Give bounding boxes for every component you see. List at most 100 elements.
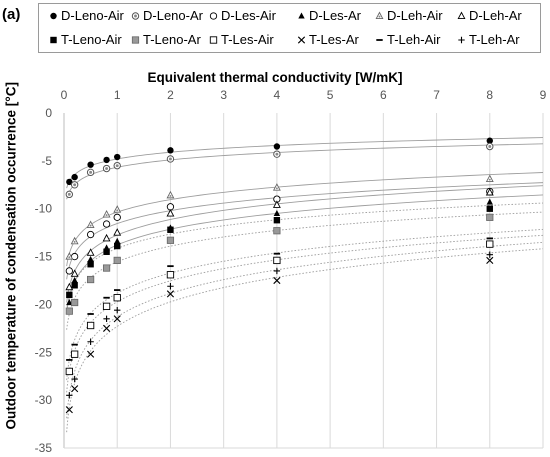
data-point	[486, 251, 493, 258]
marker-dotted-circle	[131, 12, 140, 20]
data-point	[86, 220, 95, 228]
data-point	[273, 209, 281, 217]
data-point	[114, 237, 121, 244]
series-T-Leno-Air	[66, 205, 493, 299]
legend-label: T-Les-Air	[221, 32, 274, 47]
legend-marker-icon	[209, 35, 218, 45]
data-point	[102, 302, 111, 310]
marker-cross	[297, 36, 306, 44]
data-point	[86, 321, 95, 330]
data-point	[166, 271, 175, 279]
legend-item: D-Leh-Ar	[457, 8, 522, 24]
marker-open-triangle	[457, 11, 466, 20]
data-point	[166, 236, 175, 244]
marker-open-square	[209, 36, 218, 44]
data-point	[103, 248, 110, 255]
data-point	[167, 226, 174, 233]
data-points	[65, 137, 494, 414]
x-tick-label: 0	[61, 88, 68, 102]
data-point	[87, 261, 94, 268]
legend-item: D-Les-Ar	[297, 8, 361, 24]
series-T-Leno-Ar	[65, 213, 494, 315]
legend-marker-icon	[131, 11, 140, 21]
data-point	[114, 242, 121, 250]
data-point	[486, 240, 494, 248]
legend-item: T-Leh-Ar	[457, 32, 520, 48]
legend-label: T-Leh-Air	[387, 32, 441, 47]
data-point	[65, 307, 73, 315]
legend-marker-icon	[375, 35, 384, 45]
data-point	[66, 291, 73, 299]
data-point	[167, 147, 174, 154]
legend-item: D-Leno-Air	[49, 8, 124, 24]
trendline-D-Leh-Air	[66, 172, 543, 267]
data-point	[102, 164, 111, 173]
y-tick-label: 0	[45, 106, 52, 120]
data-point	[87, 275, 95, 284]
legend-label: D-Leh-Ar	[469, 8, 522, 23]
data-point	[485, 174, 494, 183]
data-point	[113, 315, 121, 323]
data-point	[273, 256, 281, 265]
data-point	[273, 276, 281, 285]
data-point	[103, 315, 110, 322]
y-tick-label: -15	[35, 250, 53, 264]
marker-filled-circle	[50, 12, 57, 20]
legend-marker-icon	[375, 11, 384, 21]
trendline-D-Leno-Ar	[66, 143, 543, 200]
legend: D-Leno-Air D-Leno-Ar D-Les-Air D-Les-Ar D-Le…	[38, 3, 541, 53]
y-tick-label: -5	[41, 154, 52, 168]
data-point	[70, 269, 79, 277]
legend-label: D-Les-Air	[221, 8, 276, 23]
legend-item: D-Les-Air	[209, 8, 276, 24]
data-point	[166, 190, 175, 199]
panel-label: (a)	[2, 6, 21, 23]
data-point	[66, 392, 73, 399]
y-tick-label: -10	[35, 202, 53, 216]
data-point	[273, 217, 281, 224]
data-point	[272, 183, 281, 191]
series-D-Leh-Air	[65, 174, 494, 260]
data-point	[486, 205, 493, 212]
data-point	[114, 306, 121, 314]
x-tick-label: 5	[327, 88, 334, 102]
data-point	[166, 290, 175, 298]
data-point	[66, 178, 73, 186]
data-point	[486, 198, 493, 205]
data-point	[70, 350, 79, 358]
data-point	[65, 190, 74, 199]
marker-dotted-square	[131, 36, 140, 44]
data-point	[486, 213, 494, 221]
legend-label: T-Les-Ar	[309, 32, 359, 47]
data-point	[103, 156, 110, 164]
y-tick-label: -25	[35, 345, 53, 359]
legend-label: D-Leno-Air	[61, 8, 124, 23]
data-point	[87, 350, 95, 358]
marker-dotted-triangle	[375, 11, 384, 20]
legend-item: D-Leh-Air	[375, 8, 443, 24]
legend-label: D-Leno-Ar	[143, 8, 203, 23]
x-tick-label: 7	[433, 88, 440, 102]
data-point	[65, 367, 73, 376]
series-D-Les-Air	[65, 187, 494, 275]
x-tick-label: 1	[114, 88, 121, 102]
data-point	[486, 137, 493, 144]
data-point	[113, 205, 122, 213]
series-T-Les-Ar	[65, 256, 494, 414]
data-point	[86, 230, 95, 239]
legend-label: D-Les-Ar	[309, 8, 362, 23]
data-point	[71, 298, 79, 307]
legend-item: T-Les-Air	[209, 32, 274, 48]
trendlines	[66, 137, 543, 433]
data-point	[87, 255, 94, 263]
data-point	[65, 406, 73, 414]
data-point	[273, 150, 281, 158]
data-point	[71, 282, 78, 289]
series-T-Leh-Ar	[66, 251, 493, 399]
legend-item: T-Leno-Air	[49, 32, 122, 48]
data-point	[102, 220, 111, 228]
legend-label: T-Leno-Air	[61, 32, 122, 47]
trendline-T-Leh-Air	[66, 228, 543, 381]
y-tick-label: -30	[35, 393, 53, 407]
legend-item: T-Leh-Air	[375, 32, 440, 48]
